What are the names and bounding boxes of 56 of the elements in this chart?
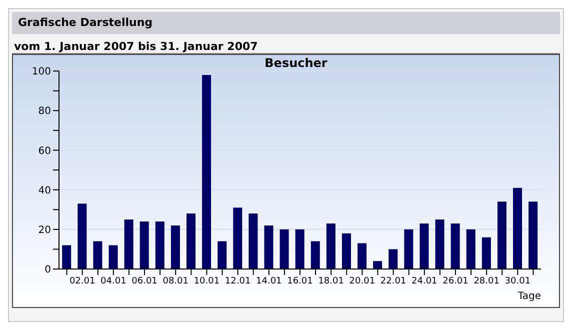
- x-tick-label: 10.01: [194, 276, 220, 286]
- x-tick-label: 14.01: [256, 276, 282, 286]
- bar: [218, 241, 227, 269]
- x-tick-label: 08.01: [162, 276, 188, 286]
- bar: [373, 261, 382, 269]
- x-tick-label: 22.01: [380, 276, 406, 286]
- bar: [388, 249, 398, 269]
- bar: [435, 220, 444, 269]
- x-tick-label: 16.01: [287, 276, 313, 286]
- bar: [513, 188, 522, 269]
- x-tick-label: 30.01: [504, 276, 531, 286]
- bar: [124, 220, 134, 269]
- bar: [326, 223, 336, 269]
- text: Grafische Darstellung: [12, 12, 560, 34]
- chart-title: Besucher: [264, 56, 328, 70]
- bar: [202, 74, 212, 269]
- bar: [497, 202, 506, 269]
- bar: [280, 229, 289, 269]
- y-tick-label: 20: [38, 224, 51, 236]
- bar: [155, 221, 164, 269]
- x-tick-label: 26.01: [442, 276, 468, 286]
- bar: [310, 241, 320, 269]
- x-tick-label: 06.01: [132, 276, 158, 286]
- x-tick-label: 20.01: [349, 276, 376, 286]
- bar: [264, 225, 274, 269]
- bar: [248, 214, 258, 269]
- x-tick-label: 02.01: [69, 276, 96, 286]
- bar: [450, 223, 460, 269]
- x-tick-label: 28.01: [474, 276, 500, 286]
- bar: [170, 225, 180, 269]
- bar: [466, 229, 476, 269]
- bar: [420, 223, 429, 269]
- y-tick-label: 80: [38, 106, 51, 118]
- bar: [358, 243, 367, 269]
- bar: [186, 214, 196, 269]
- bar: [528, 202, 538, 269]
- x-tick-label: 18.01: [318, 276, 344, 286]
- bar: [108, 245, 118, 269]
- bar: [140, 221, 149, 269]
- y-tick-label: 100: [32, 66, 51, 78]
- x-axis-title: Tage: [516, 291, 541, 302]
- y-tick-label: 0: [44, 264, 51, 276]
- bar: [78, 204, 87, 269]
- x-tick-label: 24.01: [412, 276, 438, 286]
- x-tick-label: 12.01: [224, 276, 251, 286]
- y-tick-label: 40: [38, 185, 51, 196]
- bar: [404, 229, 414, 269]
- x-tick-label: 04.01: [100, 276, 126, 286]
- bar: [482, 237, 491, 269]
- bar: [295, 229, 304, 269]
- bar: [62, 245, 72, 269]
- bar: [342, 233, 351, 269]
- y-tick-label: 60: [38, 146, 51, 157]
- bar: [93, 241, 102, 269]
- chart-subtitle: vom 1. Januar 2007 bis 31. Januar 2007: [12, 40, 560, 54]
- bar: [233, 208, 242, 269]
